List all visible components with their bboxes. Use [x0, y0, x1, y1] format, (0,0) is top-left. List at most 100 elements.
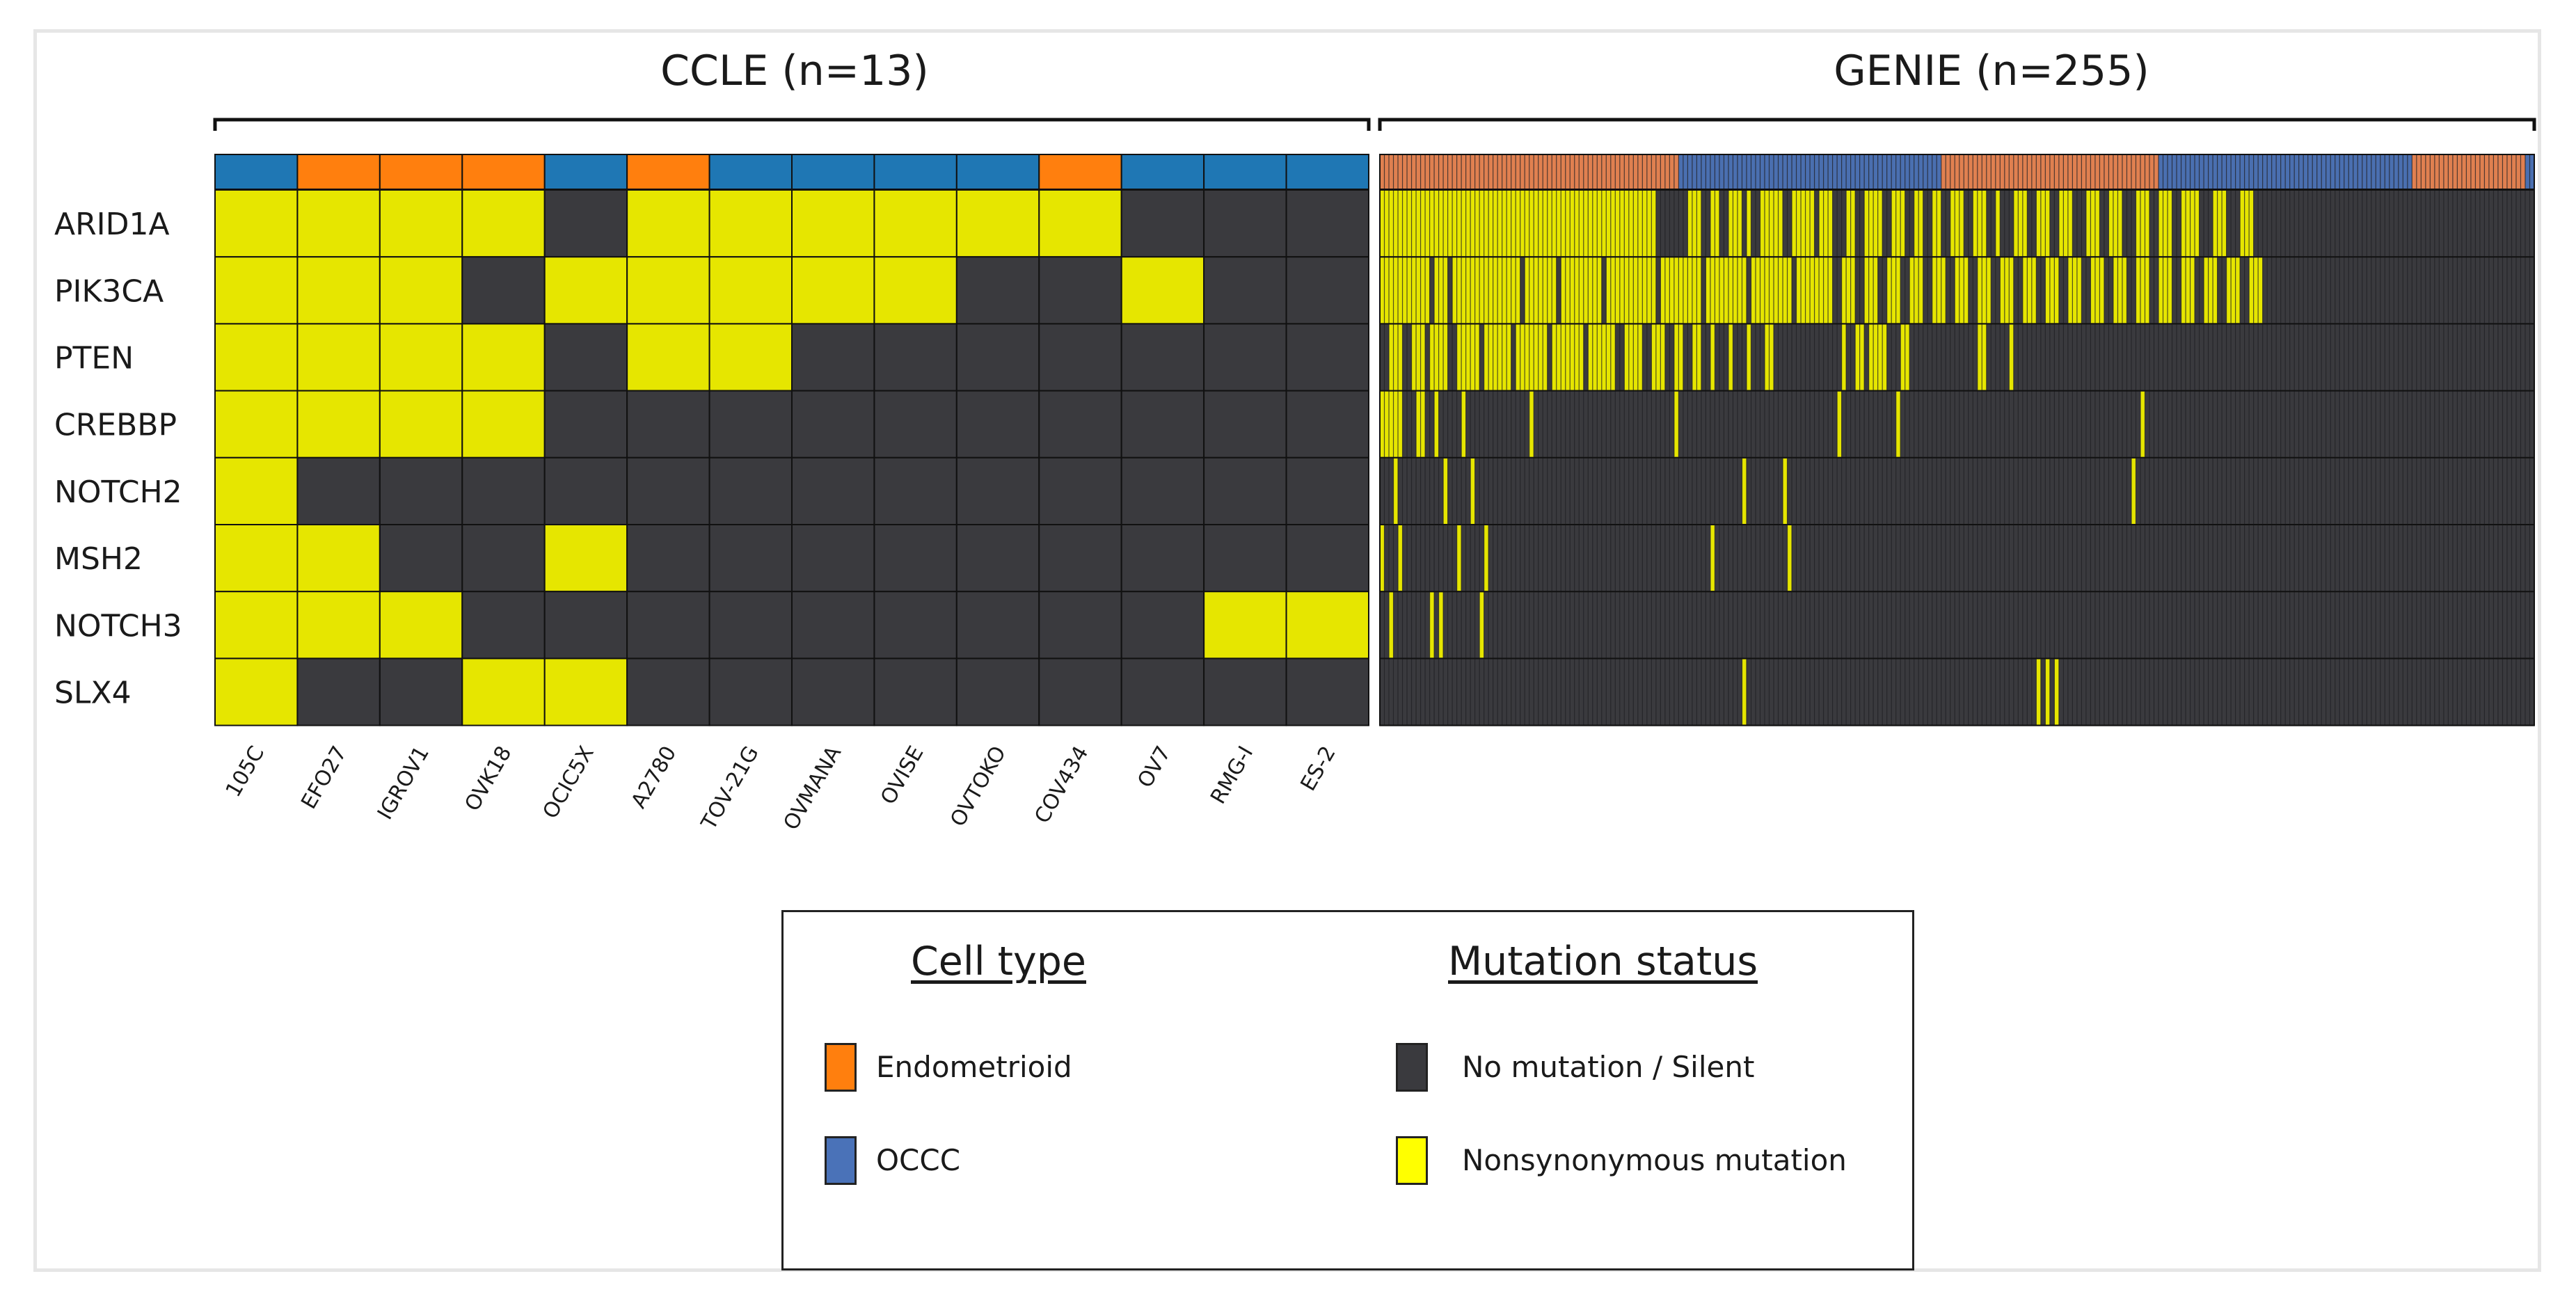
- ccle-cell-pik3ca-ov7: [1120, 256, 1205, 325]
- genie-mutation-arid1a-16: [2013, 191, 2028, 257]
- ccle-cell-notch2-ovmana: [791, 456, 875, 525]
- ccle-cell-slx4-igrov1: [379, 658, 463, 726]
- genie-mutation-pik3ca-27: [2226, 257, 2241, 324]
- legend-label-no-mutation: No mutation / Silent: [1462, 1050, 1755, 1084]
- ccle-cell-msh2-ov7: [1120, 524, 1205, 593]
- sample-label-ovtoko: OVTOKO: [946, 742, 1011, 831]
- genie-mutation-pik3ca-1: [1434, 257, 1448, 324]
- genie-mutation-pik3ca-22: [2113, 257, 2127, 324]
- ccle-cell-slx4-ovmana: [791, 658, 875, 726]
- genie-mutation-arid1a-1: [1687, 191, 1701, 257]
- ccle-cell-notch3-ovtoko: [955, 591, 1040, 660]
- genie-mutation-msh2-4: [1710, 525, 1715, 591]
- genie-mutation-arid1a-6: [1792, 191, 1815, 257]
- sample-label-tov-21g: TOV-21G: [697, 742, 764, 835]
- ccle-cell-slx4-ovk18: [461, 658, 546, 726]
- ccle-cell-pik3ca-105c: [214, 256, 299, 325]
- genie-celltype-block-4: [2412, 154, 2525, 189]
- ccle-cell-notch2-cov434: [1038, 456, 1122, 525]
- legend-swatch-occc: [825, 1136, 857, 1185]
- genie-mutation-notch2-0: [1393, 458, 1399, 524]
- genie-mutation-pten-14: [1746, 324, 1751, 390]
- ccle-cell-notch3-105c: [214, 591, 299, 660]
- ccle-celltype-cell-efo27: [296, 154, 381, 190]
- ccle-cell-msh2-ovk18: [461, 524, 546, 593]
- genie-mutation-msh2-0: [1380, 525, 1385, 591]
- ccle-celltype-cell-igrov1: [379, 154, 463, 190]
- ccle-cell-msh2-105c: [214, 524, 299, 593]
- ccle-cell-crebbp-ocic5x: [543, 390, 628, 459]
- sample-label-a2780: A2780: [627, 742, 682, 813]
- genie-mutation-pik3ca-13: [1909, 257, 1923, 324]
- ccle-cell-arid1a-cov434: [1038, 189, 1122, 258]
- ccle-cell-pten-a2780: [626, 323, 710, 392]
- ccle-cell-arid1a-ovtoko: [955, 189, 1040, 258]
- genie-mutation-pik3ca-11: [1864, 257, 1878, 324]
- ccle-cell-slx4-cov434: [1038, 658, 1122, 726]
- ccle-celltype-cell-ovtoko: [955, 154, 1040, 190]
- genie-mutation-slx4-3: [2054, 659, 2059, 725]
- ccle-cell-notch3-cov434: [1038, 591, 1122, 660]
- ccle-celltype-cell-105c: [214, 154, 299, 190]
- ccle-cell-pten-ovk18: [461, 323, 546, 392]
- ccle-cell-notch2-ovk18: [461, 456, 546, 525]
- ccle-cell-msh2-es-2: [1285, 524, 1369, 593]
- ccle-cell-msh2-efo27: [296, 524, 381, 593]
- sample-label-ocic5x: OCIC5X: [539, 742, 599, 823]
- ccle-celltype-cell-ocic5x: [543, 154, 628, 190]
- genie-mutation-msh2-3: [1484, 525, 1489, 591]
- genie-mutation-slx4-0: [1742, 659, 1747, 725]
- genie-mutation-arid1a-4: [1746, 191, 1751, 257]
- genie-mutation-arid1a-22: [2158, 191, 2172, 257]
- legend-swatch-endometrioid: [825, 1043, 857, 1092]
- legend-label-endometrioid: Endometrioid: [876, 1050, 1072, 1084]
- ccle-celltype-cell-ovmana: [791, 154, 875, 190]
- ccle-cell-notch2-tov-21g: [708, 456, 793, 525]
- legend-mutation-title: Mutation status: [1448, 939, 1758, 985]
- genie-mutation-pik3ca-25: [2181, 257, 2195, 324]
- genie-mutation-pik3ca-20: [2067, 257, 2082, 324]
- genie-mutation-pik3ca-10: [1841, 257, 1856, 324]
- ccle-cell-pten-tov-21g: [708, 323, 793, 392]
- ccle-cell-msh2-ovmana: [791, 524, 875, 593]
- ccle-panel-title: CCLE (n=13): [660, 47, 929, 95]
- genie-mutation-pten-13: [1728, 324, 1733, 390]
- ccle-cell-notch2-igrov1: [379, 456, 463, 525]
- genie-mutation-arid1a-10: [1891, 191, 1905, 257]
- genie-mutation-pten-16: [1841, 324, 1847, 390]
- genie-mutation-crebbp-8: [2140, 391, 2145, 457]
- genie-mutation-pik3ca-6: [1660, 257, 1701, 324]
- genie-bracket: [1378, 118, 2536, 131]
- ccle-cell-notch2-a2780: [626, 456, 710, 525]
- genie-mutation-notch3-1: [1429, 592, 1435, 658]
- ccle-cell-slx4-efo27: [296, 658, 381, 726]
- ccle-cell-crebbp-ovise: [873, 390, 957, 459]
- ccle-cell-crebbp-es-2: [1285, 390, 1369, 459]
- ccle-cell-pik3ca-es-2: [1285, 256, 1369, 325]
- ccle-cell-notch3-a2780: [626, 591, 710, 660]
- genie-mutation-crebbp-0: [1380, 391, 1403, 457]
- ccle-cell-pik3ca-a2780: [626, 256, 710, 325]
- genie-mutation-pten-6: [1552, 324, 1584, 390]
- genie-mutation-pten-21: [2009, 324, 2014, 390]
- ccle-cell-pik3ca-cov434: [1038, 256, 1122, 325]
- genie-mutation-notch2-2: [1470, 458, 1475, 524]
- ccle-cell-msh2-igrov1: [379, 524, 463, 593]
- ccle-celltype-cell-ov7: [1120, 154, 1205, 190]
- genie-mutation-arid1a-3: [1728, 191, 1742, 257]
- ccle-cell-arid1a-ocic5x: [543, 189, 628, 258]
- ccle-cell-crebbp-ovmana: [791, 390, 875, 459]
- genie-mutation-pik3ca-7: [1706, 257, 1747, 324]
- genie-mutation-pten-9: [1651, 324, 1665, 390]
- ccle-cell-crebbp-a2780: [626, 390, 710, 459]
- ccle-cell-pten-es-2: [1285, 323, 1369, 392]
- ccle-cell-pik3ca-igrov1: [379, 256, 463, 325]
- ccle-cell-crebbp-tov-21g: [708, 390, 793, 459]
- ccle-cell-msh2-ovtoko: [955, 524, 1040, 593]
- genie-mutation-arid1a-15: [1995, 191, 2001, 257]
- ccle-celltype-cell-tov-21g: [708, 154, 793, 190]
- sample-label-ovmana: OVMANA: [779, 742, 846, 834]
- sample-label-efo27: EFO27: [296, 742, 351, 813]
- gene-label-notch2: NOTCH2: [54, 475, 182, 510]
- genie-mutation-slx4-2: [2045, 659, 2050, 725]
